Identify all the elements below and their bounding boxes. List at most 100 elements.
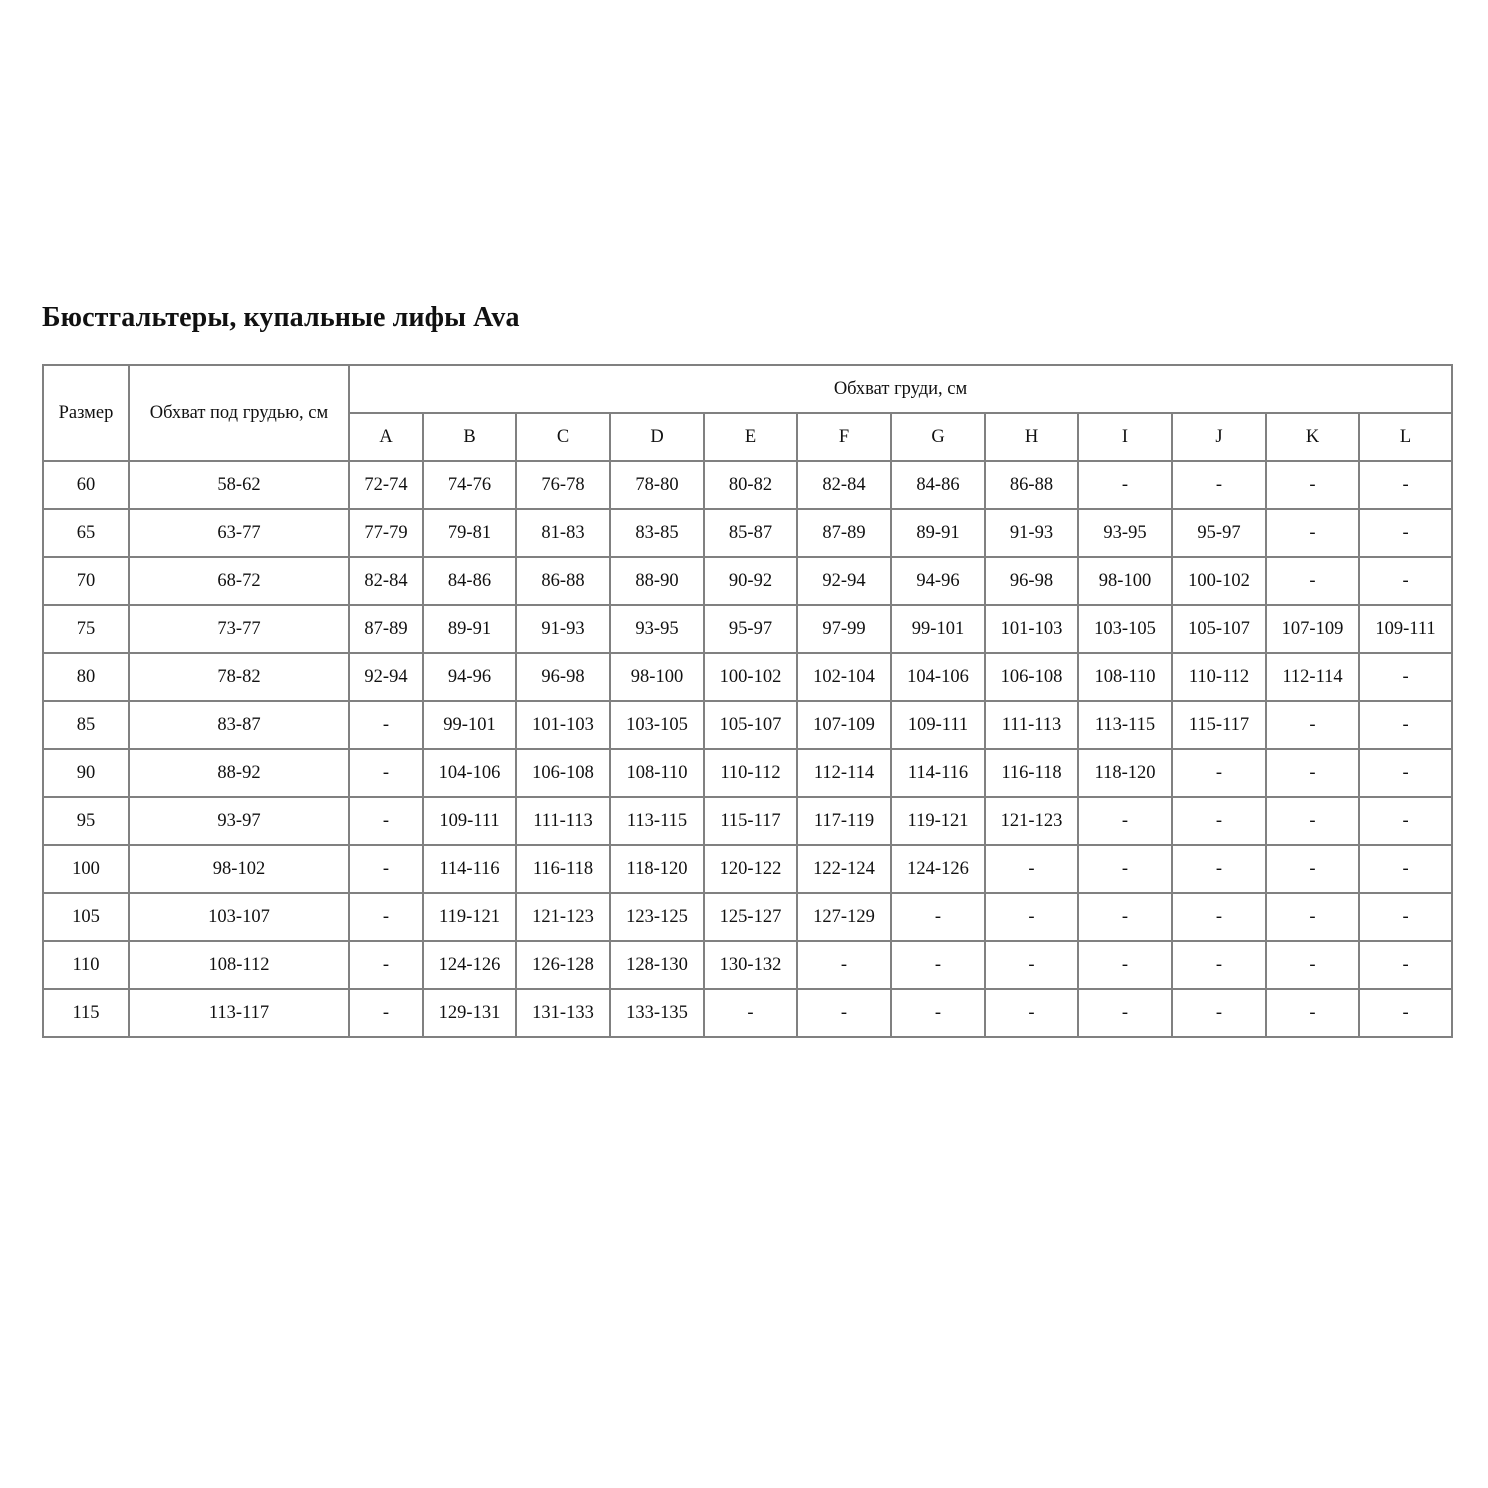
header-row: Размер Обхват под грудью, см Обхват груд… bbox=[42, 364, 1454, 462]
bust-cell: 82-84 bbox=[796, 460, 892, 510]
bust-cell: - bbox=[1077, 844, 1173, 894]
bust-cell: 89-91 bbox=[890, 508, 986, 558]
bust-cell: - bbox=[348, 796, 424, 846]
size-cell: 80 bbox=[42, 652, 130, 702]
bust-cell: - bbox=[1357, 940, 1454, 990]
bust-cell: - bbox=[1265, 508, 1360, 558]
bust-cell: 117-119 bbox=[796, 796, 892, 846]
bust-cell: - bbox=[984, 940, 1079, 990]
bust-cell: 133-135 bbox=[609, 988, 705, 1038]
bust-cell: - bbox=[1357, 796, 1454, 846]
bust-cell: 112-114 bbox=[796, 748, 892, 798]
page-title: Бюстгальтеры, купальные лифы Ava bbox=[42, 302, 520, 333]
bust-cell: 79-81 bbox=[422, 508, 517, 558]
bust-cell: - bbox=[984, 892, 1079, 942]
underbust-cell: 98-102 bbox=[128, 844, 350, 894]
table-row: 100 98-102-114-116 116-118 118-120 120-122 12… bbox=[42, 844, 1454, 894]
cup-header-d: D bbox=[609, 412, 705, 462]
bust-cell: 98-100 bbox=[609, 652, 705, 702]
bust-cell: 94-96 bbox=[422, 652, 517, 702]
bust-cell: 92-94 bbox=[796, 556, 892, 606]
bust-cell: 84-86 bbox=[890, 460, 986, 510]
table-row: 70 68-72 82-84 84-86 86-88 88-90 90-92 92-94 94-… bbox=[42, 556, 1454, 606]
bust-cell: - bbox=[1357, 748, 1454, 798]
bust-cell: - bbox=[1265, 556, 1360, 606]
bust-cell: 118-120 bbox=[609, 844, 705, 894]
bust-cell: 103-105 bbox=[1077, 604, 1173, 654]
bust-cell: 87-89 bbox=[796, 508, 892, 558]
table-row: 80 78-82 92-94 94-96 96-98 98-100 100-102 102-1… bbox=[42, 652, 1454, 702]
bust-cell: 114-116 bbox=[422, 844, 517, 894]
bust-cell: - bbox=[1265, 844, 1360, 894]
cup-header-i: I bbox=[1077, 412, 1173, 462]
underbust-cell: 108-112 bbox=[128, 940, 350, 990]
underbust-cell: 113-117 bbox=[128, 988, 350, 1038]
bust-cell: 91-93 bbox=[984, 508, 1079, 558]
bust-cell: 84-86 bbox=[422, 556, 517, 606]
bust-cell: - bbox=[1171, 460, 1267, 510]
bust-cell: 95-97 bbox=[703, 604, 798, 654]
bust-cell: 127-129 bbox=[796, 892, 892, 942]
bust-cell: 124-126 bbox=[422, 940, 517, 990]
bust-cell: 116-118 bbox=[984, 748, 1079, 798]
table-row: 95 93-97-109-111 111-113 113-115 115-117 117-… bbox=[42, 796, 1454, 846]
bust-cell: 74-76 bbox=[422, 460, 517, 510]
size-cell: 95 bbox=[42, 796, 130, 846]
bust-cell: 120-122 bbox=[703, 844, 798, 894]
cup-header-h: H bbox=[984, 412, 1079, 462]
table-row: 105 103-107-119-121 121-123 123-125 125-127 1… bbox=[42, 892, 1454, 942]
bust-cell: 93-95 bbox=[1077, 508, 1173, 558]
bust-cell: 109-111 bbox=[422, 796, 517, 846]
bust-cell: 107-109 bbox=[796, 700, 892, 750]
bust-cell: 110-112 bbox=[1171, 652, 1267, 702]
header-size: Размер bbox=[42, 364, 130, 462]
size-cell: 75 bbox=[42, 604, 130, 654]
underbust-cell: 63-77 bbox=[128, 508, 350, 558]
bust-cell: - bbox=[1171, 796, 1267, 846]
underbust-cell: 83-87 bbox=[128, 700, 350, 750]
bust-cell: 86-88 bbox=[984, 460, 1079, 510]
bust-cell: 91-93 bbox=[515, 604, 611, 654]
bust-cell: 102-104 bbox=[796, 652, 892, 702]
table-row: 65 63-77 77-79 79-81 81-83 83-85 85-87 87-89 89-… bbox=[42, 508, 1454, 558]
bust-cell: - bbox=[1171, 844, 1267, 894]
bust-cell: - bbox=[1357, 460, 1454, 510]
bust-cell: 126-128 bbox=[515, 940, 611, 990]
bust-cell: 124-126 bbox=[890, 844, 986, 894]
bust-cell: 108-110 bbox=[1077, 652, 1173, 702]
bust-cell: 78-80 bbox=[609, 460, 705, 510]
bust-cell: 95-97 bbox=[1171, 508, 1267, 558]
bust-cell: 76-78 bbox=[515, 460, 611, 510]
bust-cell: 92-94 bbox=[348, 652, 424, 702]
table-row: 115 113-117-129-131 131-133 133-135- - - - - - - - bbox=[42, 988, 1454, 1038]
bust-cell: - bbox=[796, 940, 892, 990]
size-cell: 105 bbox=[42, 892, 130, 942]
bust-cell: - bbox=[1265, 796, 1360, 846]
bust-cell: - bbox=[348, 988, 424, 1038]
bust-cell: - bbox=[984, 988, 1079, 1038]
bust-cell: 101-103 bbox=[984, 604, 1079, 654]
bust-cell: - bbox=[1265, 940, 1360, 990]
cup-header-a: A bbox=[348, 412, 424, 462]
bust-cell: 123-125 bbox=[609, 892, 705, 942]
bust-cell: 96-98 bbox=[515, 652, 611, 702]
bust-cell: 80-82 bbox=[703, 460, 798, 510]
bust-cell: 115-117 bbox=[1171, 700, 1267, 750]
bust-cell: - bbox=[348, 700, 424, 750]
bust-cell: - bbox=[1265, 988, 1360, 1038]
bust-cell: - bbox=[1171, 748, 1267, 798]
bust-cell: 114-116 bbox=[890, 748, 986, 798]
cup-header-f: F bbox=[796, 412, 892, 462]
underbust-cell: 93-97 bbox=[128, 796, 350, 846]
bust-cell: 103-105 bbox=[609, 700, 705, 750]
bust-cell: 111-113 bbox=[515, 796, 611, 846]
bust-cell: - bbox=[1077, 940, 1173, 990]
bust-cell: - bbox=[1357, 508, 1454, 558]
bust-cell: 82-84 bbox=[348, 556, 424, 606]
bust-cell: 115-117 bbox=[703, 796, 798, 846]
bust-cell: - bbox=[1357, 700, 1454, 750]
bust-cell: - bbox=[1171, 988, 1267, 1038]
cup-header-l: L bbox=[1357, 412, 1454, 462]
cup-header-g: G bbox=[890, 412, 986, 462]
bust-cell: - bbox=[348, 892, 424, 942]
